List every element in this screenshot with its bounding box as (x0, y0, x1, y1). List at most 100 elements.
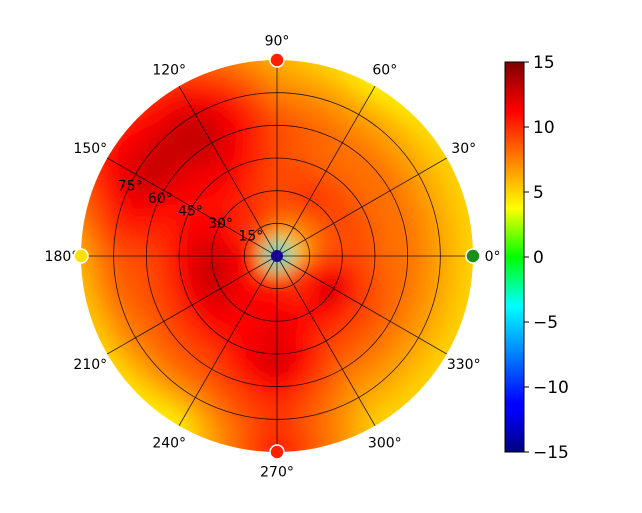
heatmap-cell (294, 453, 313, 464)
heatmap-cell (264, 116, 278, 127)
heatmap-cell (302, 255, 313, 260)
heatmap-cell (276, 168, 285, 179)
heatmap-cell (432, 255, 443, 271)
heatmap-cell (276, 116, 290, 127)
heatmap-cell (93, 239, 104, 257)
heatmap-cell (276, 212, 282, 222)
heatmap-cell (189, 255, 200, 264)
heatmap-cell (388, 265, 399, 278)
angle-tick-labels: 0° 30° 60° 90° 120° 150° 180° 210° 240° 270° 300° 3… (45, 33, 501, 480)
heatmap-cell (276, 333, 285, 344)
heatmap-cell (69, 273, 80, 292)
heatmap-cell (470, 290, 473, 311)
heatmap-cell (258, 350, 269, 361)
heatmap-cell (328, 255, 339, 262)
colorbar-gradient (504, 61, 525, 453)
heatmap-cell (263, 403, 278, 414)
angle-tick-label: 180° (45, 249, 79, 265)
heatmap-cell (276, 325, 285, 335)
heatmap-cell (205, 443, 226, 452)
colorbar-ticks: 15 10 5 0 −5 −10 −15 (524, 53, 569, 463)
heatmap-cell (464, 307, 473, 328)
heatmap-cell (102, 240, 113, 257)
heatmap-cell (271, 307, 278, 318)
heatmap-cell (284, 160, 294, 171)
heatmap-cell (241, 444, 261, 452)
heatmap-cell (264, 385, 278, 396)
heatmap-cell (119, 242, 130, 257)
heatmap-cell (222, 449, 243, 452)
heatmap-cell (198, 248, 208, 257)
heatmap-cell (276, 177, 285, 187)
heatmap-cell (81, 220, 89, 240)
heatmap-cell (286, 134, 299, 145)
heatmap-cell (111, 255, 122, 271)
heatmap-cell (415, 255, 426, 270)
colorbar-tick-label: −10 (533, 378, 569, 398)
heatmap-cell (256, 142, 269, 154)
heatmap-cell (283, 168, 293, 180)
heatmap-cell (233, 251, 243, 257)
heatmap-cell (276, 420, 293, 431)
heatmap-cell (276, 133, 288, 144)
heatmap-cell (81, 184, 90, 205)
heatmap-cell (328, 443, 349, 452)
heatmap-cell (154, 245, 165, 257)
heatmap-cell (267, 351, 278, 361)
heatmap-cell (241, 453, 260, 464)
heatmap-cell (241, 48, 260, 59)
heatmap-cell (474, 220, 485, 239)
heatmap-cell (458, 167, 473, 188)
heatmap-cell (263, 394, 278, 405)
heatmap-cell (406, 255, 417, 269)
heatmap-cell (276, 194, 283, 205)
heatmap-cell (441, 255, 452, 272)
heatmap-cell (276, 342, 286, 353)
heatmap-cell (293, 444, 313, 452)
heatmap-cell (354, 248, 365, 257)
heatmap-cell (241, 60, 261, 68)
heatmap-cell (276, 403, 291, 414)
heatmap-cell (155, 265, 166, 278)
heatmap-cell (398, 244, 408, 257)
heatmap-cell (470, 201, 473, 222)
heatmap-cell (285, 142, 298, 154)
heatmap-cell (345, 261, 356, 270)
angular-grid-line (107, 157, 278, 257)
colorbar-tick-label: 5 (533, 183, 544, 203)
heatmap-cell (276, 203, 282, 213)
heatmap-cell (276, 411, 292, 422)
heatmap-cell (353, 262, 365, 272)
heatmap-cell (188, 437, 209, 452)
heatmap-cell (266, 142, 278, 153)
heatmap-cell (189, 240, 201, 250)
heatmap-cell (269, 168, 278, 179)
heatmap-cell (465, 220, 473, 240)
heatmap-cell (363, 255, 374, 265)
heatmap-cell (181, 239, 192, 249)
colorbar-tick-label: 0 (533, 248, 544, 268)
heatmap-cell (265, 125, 278, 135)
heatmap-cell (276, 142, 288, 153)
angular-grid-line (276, 157, 447, 257)
heatmap-cell (398, 255, 408, 268)
heatmap-cell (255, 134, 268, 145)
heatmap-cell (266, 133, 278, 144)
heatmap-cell (276, 359, 288, 370)
radial-tick-label: 75° (118, 178, 143, 194)
heatmap-cell (415, 242, 426, 257)
heatmap-cell (282, 177, 291, 188)
heatmap-cell (432, 241, 443, 257)
angular-grid-line (276, 86, 376, 257)
heatmap-cell (465, 272, 473, 292)
heatmap-cell (261, 332, 271, 344)
heatmap-cell (273, 281, 278, 292)
heatmap-cell (406, 243, 417, 257)
heatmap-cell (189, 248, 200, 257)
angular-grid-line (107, 255, 278, 355)
heatmap-cell (260, 341, 270, 352)
angle-tick-label: 240° (152, 436, 186, 452)
heatmap-cell (266, 359, 278, 370)
angular-grid-line (178, 86, 278, 257)
angle-tick-label: 210° (73, 357, 107, 373)
